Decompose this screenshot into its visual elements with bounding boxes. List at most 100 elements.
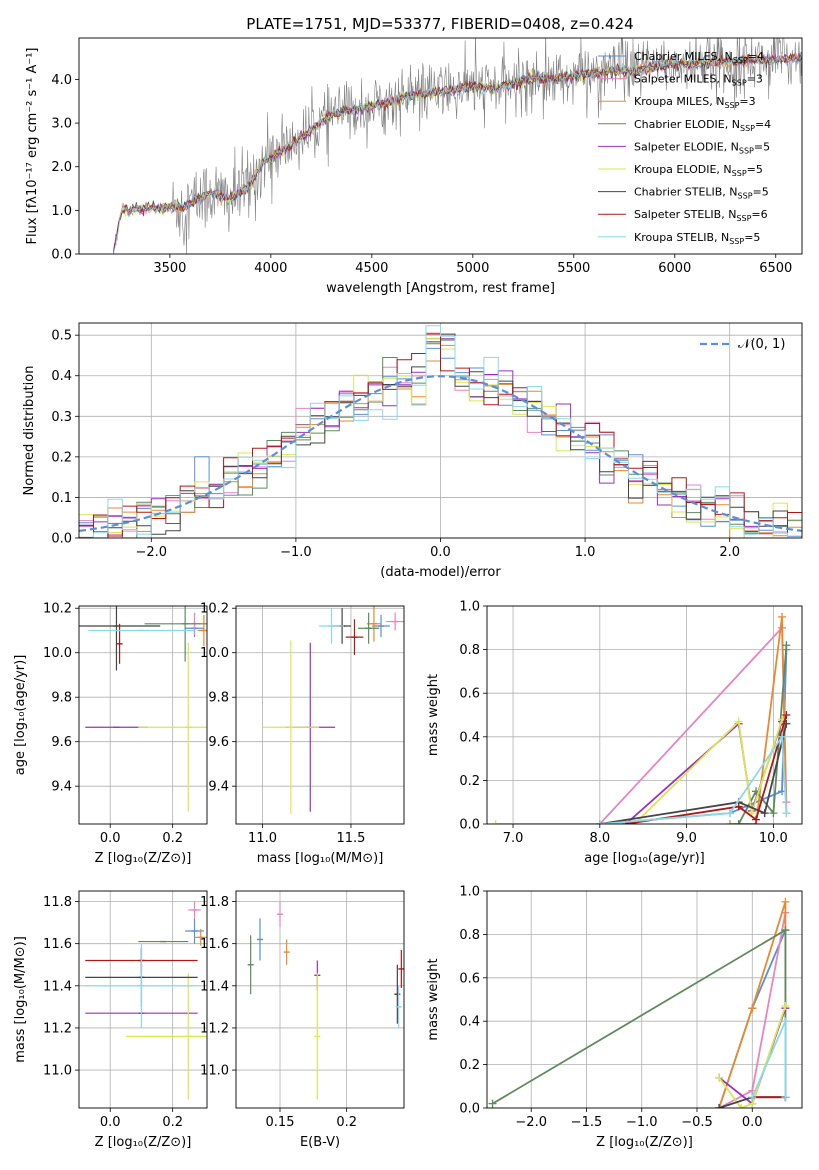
weight-marker — [715, 1104, 724, 1108]
weight-line — [599, 734, 788, 824]
y-tick-label: 0.8 — [459, 928, 480, 943]
x-tick-label: 11.0 — [248, 831, 277, 846]
y-tick-label: 11.0 — [200, 1064, 229, 1079]
y-tick-label: 11.4 — [200, 979, 229, 994]
weight-marker — [491, 820, 500, 824]
legend-entry: Chabrier STELIB, NSSP=5 — [634, 186, 769, 201]
y-tick-label: 0.3 — [51, 410, 72, 425]
y-tick-label: 3.0 — [51, 117, 72, 132]
weight-marker — [595, 820, 604, 824]
legend-entry: Salpeter ELODIE, NSSP=5 — [634, 140, 770, 155]
y-tick-label: 2.0 — [51, 160, 72, 175]
x-tick-label: 11.5 — [336, 831, 365, 846]
x-tick-label: 0.2 — [162, 1115, 183, 1130]
x-tick-label: 3500 — [153, 261, 186, 276]
y-tick-label: 10.0 — [200, 646, 229, 661]
weight-marker — [737, 1104, 746, 1108]
weight-marker — [760, 809, 769, 818]
y-tick-label: 11.2 — [43, 1021, 72, 1036]
y-tick-label: 0.0 — [51, 248, 72, 263]
y-tick-label: 1.0 — [51, 204, 72, 219]
legend-entry: Chabrier ELODIE, NSSP=4 — [634, 118, 771, 133]
weight-marker — [752, 815, 761, 824]
plot-area-mass_vs_Z — [79, 891, 207, 1108]
y-tick-label: 10.2 — [43, 602, 72, 617]
plot-area-age_vs_mass — [236, 606, 404, 824]
y-axis-label: Normed distribution — [22, 366, 37, 496]
x-tick-label: 0.2 — [336, 1115, 357, 1130]
weight-line — [625, 714, 788, 824]
model-spectrum — [112, 53, 802, 254]
x-axis-label: age [log₁₀(age/yr)] — [584, 851, 705, 866]
panel-age_vs_mass: 11.0 11.5 9.4 9.6 9.8 10.0 10.2 mass [log₁₀(M/M… — [200, 602, 405, 866]
weight-marker — [778, 612, 787, 621]
legend-entry: Salpeter MILES, NSSP=3 — [634, 73, 763, 88]
plot-area-weight_vs_age — [487, 606, 802, 824]
y-axis-label: age [log₁₀(age/yr)] — [13, 655, 28, 776]
panels: 3500 4000 4500 5000 5500 6000 6500 0.0 1.0 2.0 3.0… — [13, 37, 803, 1150]
axes-frame — [78, 37, 803, 255]
weight-marker — [782, 641, 791, 650]
y-axis-label: mass [log₁₀(M/M⊙)] — [13, 936, 28, 1063]
weight-marker — [725, 809, 734, 818]
y-tick-label: 11.8 — [43, 895, 72, 910]
model-spectrum — [112, 54, 802, 254]
panel-residual_hist: −2.0 −1.0 0.0 1.0 2.0 0.0 0.1 0.2 0.3 0.4 0.5 (data… — [22, 322, 803, 580]
legend-entry: Salpeter STELIB, NSSP=6 — [634, 208, 768, 223]
x-tick-label: −2.0 — [136, 545, 168, 560]
weight-marker — [715, 1073, 724, 1082]
axes-frame — [486, 890, 803, 1109]
plot-area-spectrum — [112, 38, 802, 254]
x-tick-label: −2.0 — [515, 1115, 547, 1130]
y-tick-label: 0.2 — [459, 774, 480, 789]
gaussian-curve — [79, 375, 802, 532]
x-tick-label: −1.5 — [571, 1115, 603, 1130]
plot-area-residual_hist — [79, 323, 802, 538]
y-tick-label: 0.2 — [51, 450, 72, 465]
panel-age_vs_Z: 0.0 0.2 9.4 9.6 9.8 10.0 10.2 Z [log₁₀(Z/Z⊙)] ag… — [13, 602, 208, 866]
axes-frame — [78, 605, 208, 825]
y-tick-label: 11.8 — [200, 895, 229, 910]
y-tick-label: 4.0 — [51, 73, 72, 88]
x-tick-label: 1.0 — [575, 545, 596, 560]
x-axis-label: Z [log₁₀(Z/Z⊙)] — [95, 851, 192, 866]
y-tick-label: 1.0 — [459, 600, 480, 615]
x-axis-label: (data-model)/error — [380, 565, 501, 580]
plot-area-mass_vs_ebv — [236, 891, 404, 1108]
x-tick-label: 5000 — [456, 261, 489, 276]
x-tick-label: 0.2 — [162, 831, 183, 846]
legend-entry: Kroupa ELODIE, NSSP=5 — [634, 163, 763, 178]
weight-marker — [781, 897, 790, 906]
x-tick-label: 10.0 — [759, 831, 788, 846]
y-tick-label: 0.8 — [459, 643, 480, 658]
weight-marker — [781, 1093, 790, 1102]
histogram-kroupa-stelib — [79, 325, 802, 538]
y-tick-label: 9.6 — [51, 735, 72, 750]
weight-marker — [748, 1093, 757, 1102]
weight-marker — [725, 820, 734, 824]
x-tick-label: 5500 — [557, 261, 590, 276]
weight-line — [492, 928, 787, 1105]
weight-marker — [734, 717, 743, 726]
axes-frame — [78, 890, 208, 1109]
x-tick-label: 0.15 — [266, 1115, 295, 1130]
y-tick-label: 10.0 — [43, 646, 72, 661]
x-tick-label: 0.0 — [430, 545, 451, 560]
y-tick-label: 11.6 — [43, 937, 72, 952]
x-tick-label: 6500 — [759, 261, 792, 276]
x-tick-label: −1.0 — [626, 1115, 658, 1130]
plot-area-age_vs_Z — [79, 606, 207, 824]
y-tick-label: 9.8 — [51, 691, 72, 706]
y-axis-label: mass weight — [426, 958, 441, 1040]
weight-marker — [748, 1004, 757, 1013]
weight-line — [718, 1005, 787, 1108]
x-tick-label: 0.0 — [742, 1115, 763, 1130]
legend-entry: Kroupa STELIB, NSSP=5 — [634, 231, 760, 246]
y-tick-label: 0.6 — [459, 687, 480, 702]
y-tick-label: 9.4 — [51, 780, 72, 795]
weight-marker — [734, 802, 743, 811]
y-tick-label: 0.2 — [459, 1058, 480, 1073]
y-tick-label: 0.0 — [459, 818, 480, 833]
x-tick-label: 4500 — [355, 261, 388, 276]
x-tick-label: 7.0 — [503, 831, 524, 846]
